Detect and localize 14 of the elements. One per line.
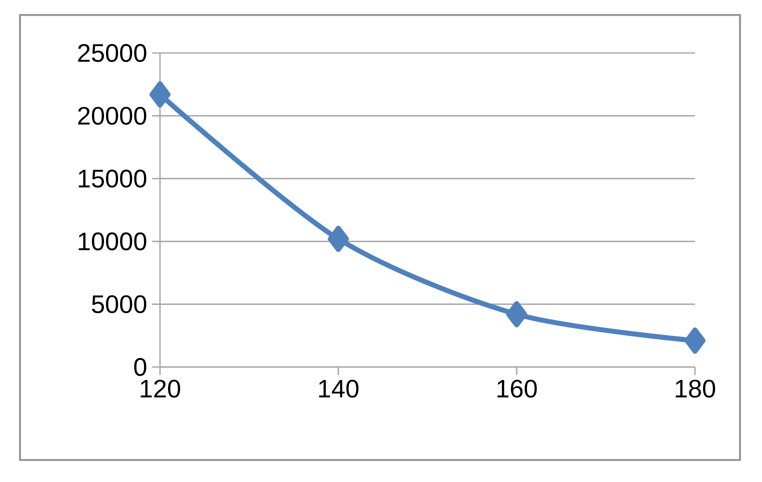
x-tick-label: 140 <box>319 380 358 398</box>
x-tick-label: 160 <box>497 380 537 398</box>
point <box>328 226 349 252</box>
point <box>684 327 706 354</box>
y-tick-label: 20000 <box>78 106 146 125</box>
point <box>506 301 528 328</box>
y-tick-label: 5000 <box>92 295 146 314</box>
x-tick-label: 120 <box>140 380 180 398</box>
x-tick-label: 180 <box>676 380 716 398</box>
y-tick-label: 15000 <box>78 170 146 188</box>
y-tick-label: 25000 <box>78 44 146 62</box>
point <box>150 81 171 108</box>
y-tick-label: 10000 <box>78 232 146 250</box>
y-tick-label: 0 <box>134 358 146 376</box>
